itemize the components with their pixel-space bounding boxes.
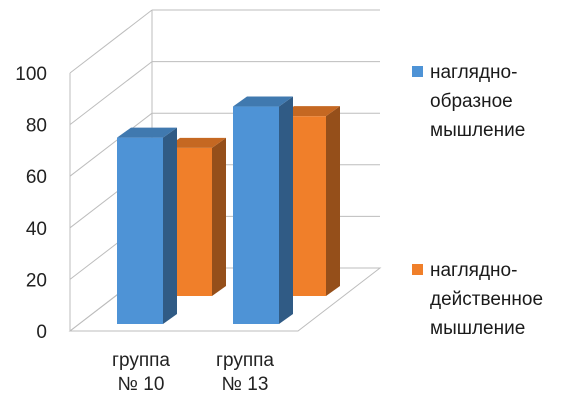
gridline-side bbox=[69, 112, 153, 177]
y-tick-label: 60 bbox=[26, 167, 47, 188]
bar-2-series-2-top bbox=[280, 106, 340, 117]
legend-item-visual-figurative: наглядно-образное мышление bbox=[412, 58, 562, 145]
bar-1-series-1 bbox=[117, 127, 177, 324]
bar-1-series-1-front bbox=[117, 137, 163, 324]
chart-bars bbox=[117, 96, 340, 324]
bar-2-series-2-side bbox=[326, 106, 340, 296]
y-tick-label: 20 bbox=[26, 270, 47, 291]
gridline-side bbox=[69, 9, 153, 74]
y-tick-label: 100 bbox=[15, 64, 47, 85]
bar-1-series-1-top bbox=[117, 127, 177, 138]
y-tick-label: 80 bbox=[26, 116, 47, 137]
bar-2-series-1-top bbox=[233, 96, 293, 107]
bar-1-series-2-top bbox=[166, 137, 226, 148]
legend-item-visual-effective: наглядно-действенное мышление bbox=[412, 256, 562, 343]
legend-swatch bbox=[412, 66, 423, 77]
category-label: группа № 13 bbox=[216, 350, 274, 395]
bar-1-series-1-side bbox=[163, 127, 177, 324]
category-label: группа № 10 bbox=[112, 350, 170, 395]
bar-2-series-1 bbox=[233, 96, 293, 324]
x-axis-categories: группа № 10 группа № 13 bbox=[112, 350, 274, 395]
y-tick-label: 40 bbox=[26, 219, 47, 240]
bar-1-series-2-side bbox=[212, 137, 226, 296]
y-axis-ticks: 0 20 40 60 80 100 bbox=[15, 64, 47, 343]
bar-2-series-1-side bbox=[279, 96, 293, 324]
legend-swatch bbox=[412, 264, 423, 275]
y-tick-label: 0 bbox=[36, 322, 47, 343]
legend-label: наглядно-образное мышление bbox=[430, 62, 526, 141]
gridline-side bbox=[69, 61, 153, 125]
legend-label: наглядно-действенное мышление bbox=[430, 260, 544, 339]
bar-2-series-1-front bbox=[233, 106, 279, 324]
